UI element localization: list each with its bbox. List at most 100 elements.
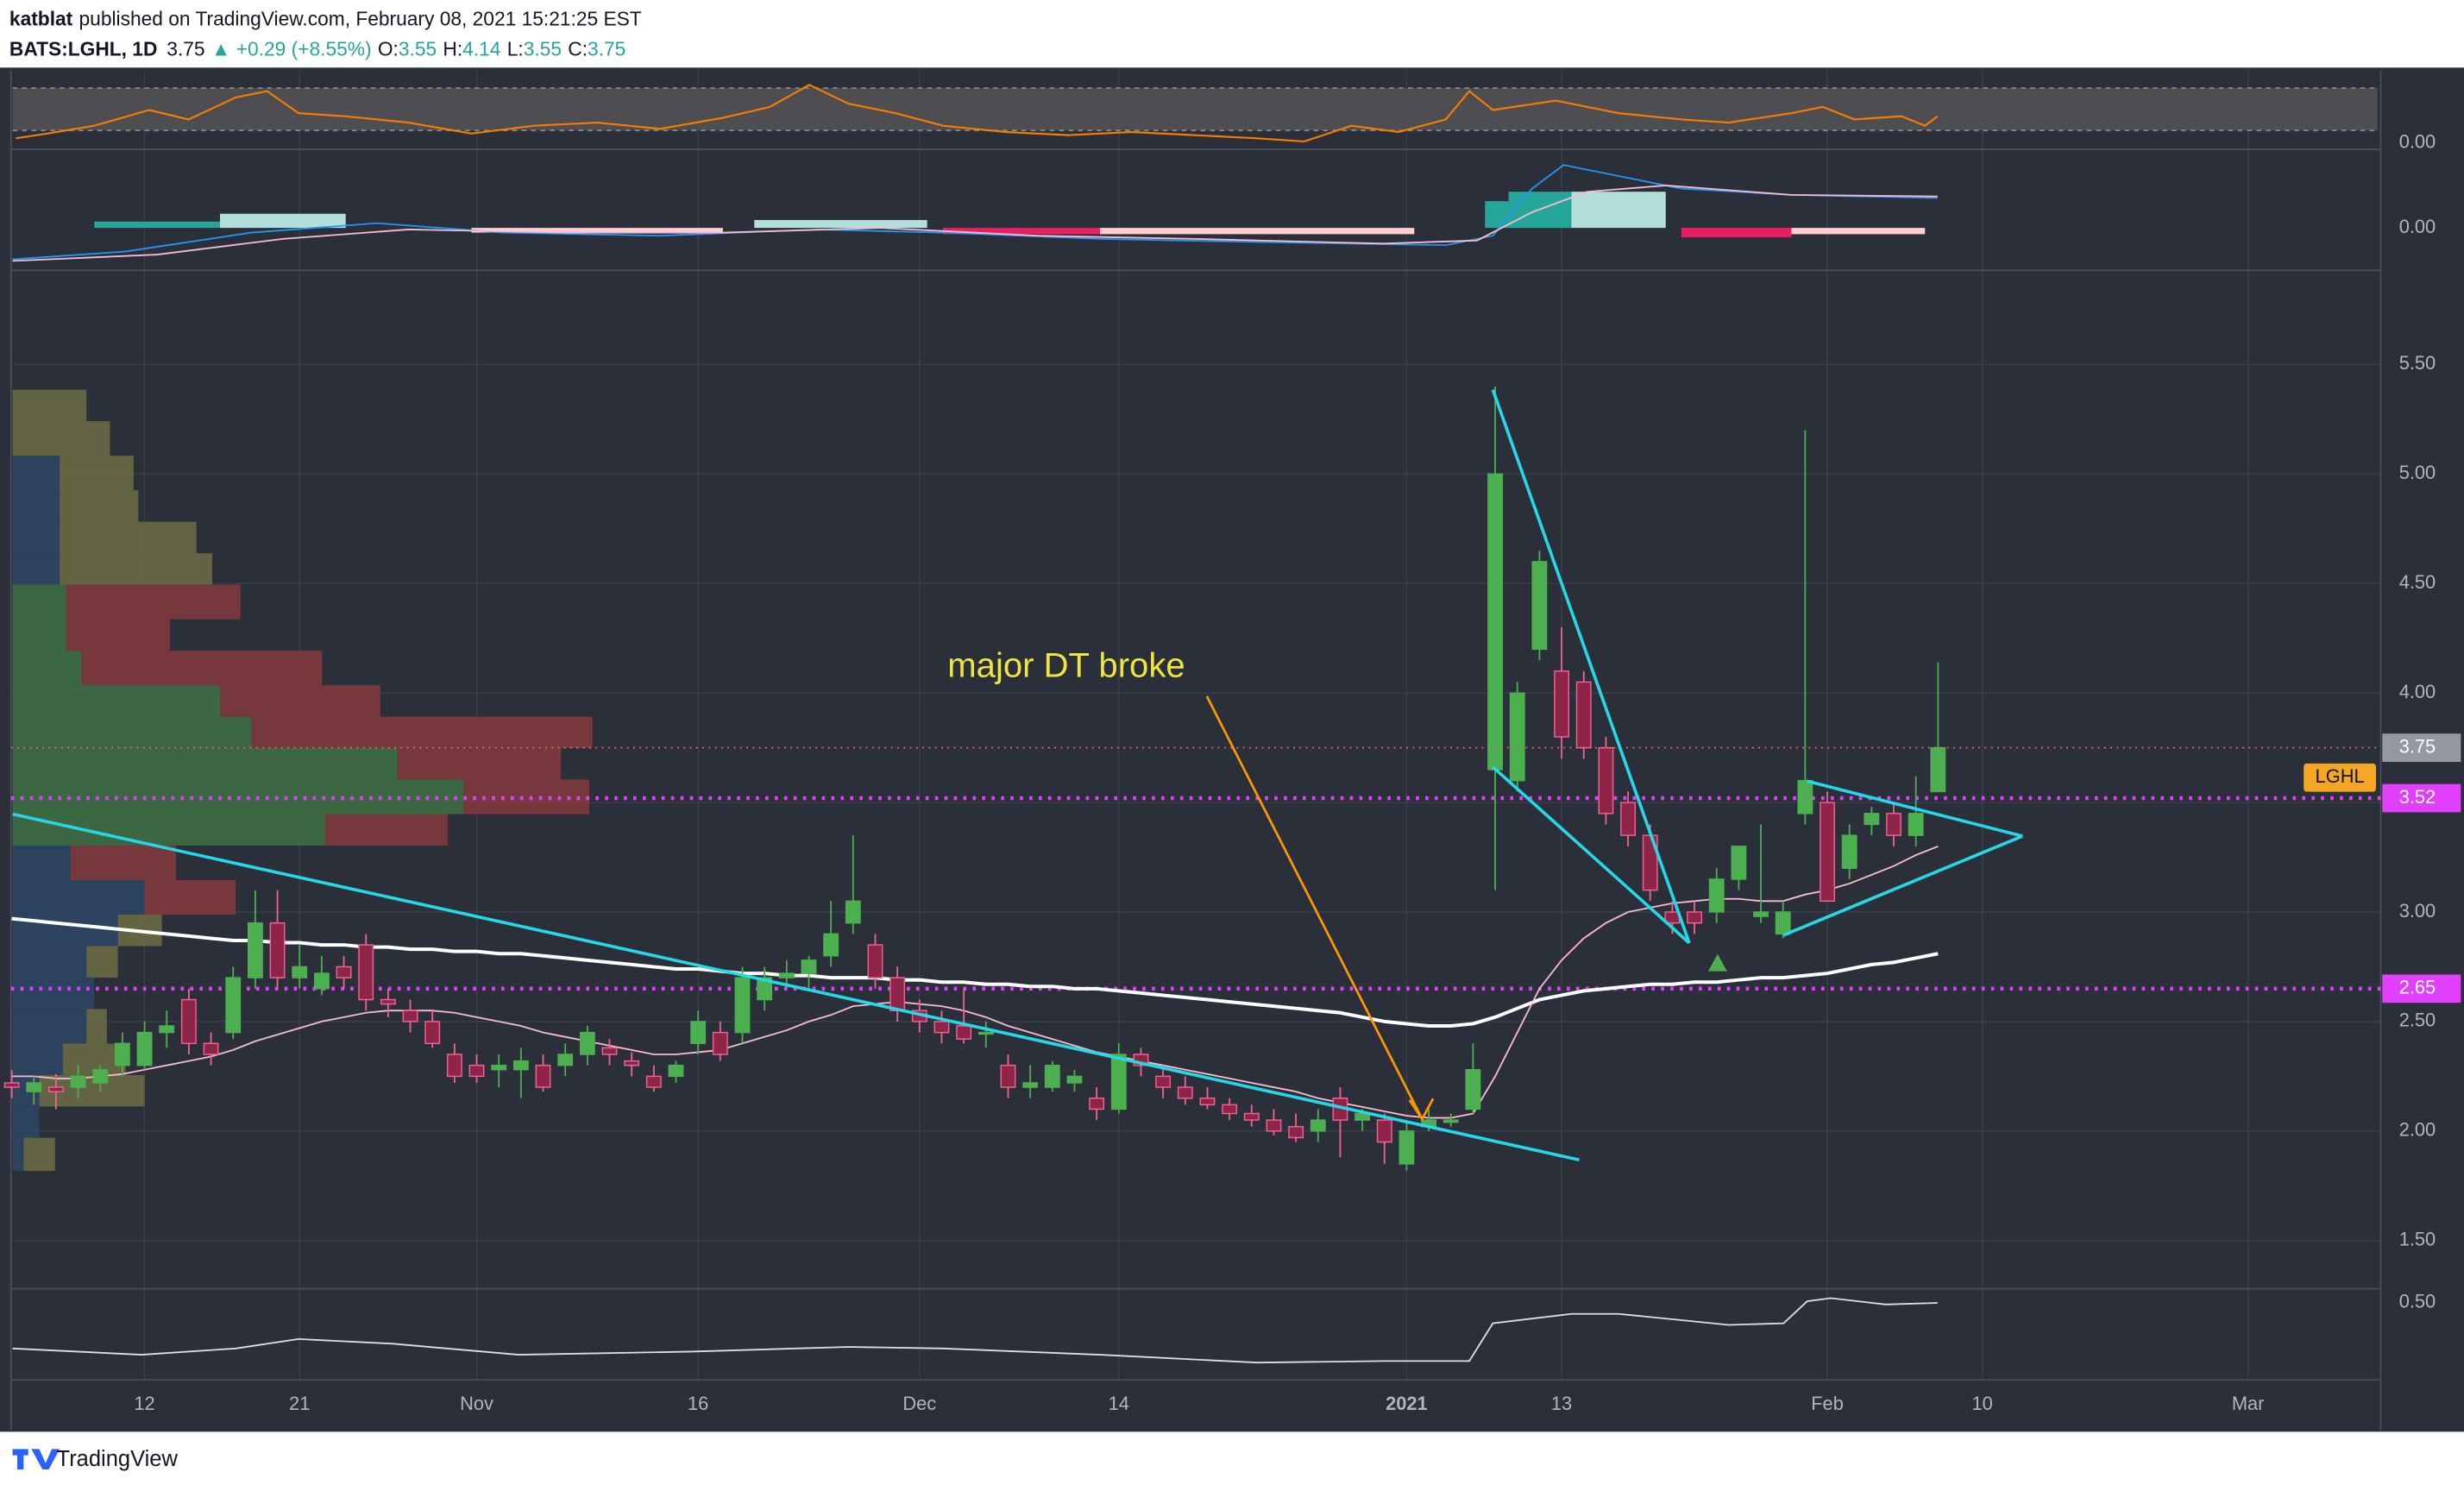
candle-body	[801, 959, 817, 974]
candle-body	[313, 972, 330, 990]
ohlc-value: 4.14	[462, 37, 500, 60]
histogram-bar	[94, 221, 221, 229]
profile-bar	[70, 845, 176, 881]
plot-area	[3, 386, 2381, 1171]
ohlc-label: O:	[378, 37, 399, 60]
candle-body	[1531, 561, 1548, 651]
logo	[12, 1449, 60, 1470]
candle-body	[867, 944, 883, 978]
histogram-bar	[1100, 228, 1415, 235]
x-tick-label: 21	[289, 1393, 310, 1414]
symbol-tag-label: LGHL	[2316, 765, 2365, 787]
y-tick-label: 4.50	[2399, 571, 2436, 593]
histogram-bar	[471, 228, 723, 233]
profile-bar	[86, 1009, 107, 1044]
candle-body	[380, 998, 396, 1005]
candle-body	[1487, 473, 1503, 771]
profile-bar	[60, 456, 134, 491]
candle-body	[668, 1064, 684, 1078]
candle-body	[1443, 1119, 1459, 1123]
candle-body	[601, 1047, 618, 1055]
symbol-line: BATS:LGHL, 1D 3.75 ▲ +0.29 (+8.55%) O:3.55 H…	[9, 37, 625, 60]
candle-body	[690, 1021, 707, 1045]
candle-body	[336, 966, 352, 978]
candle-body	[1820, 802, 1835, 903]
candle-body	[203, 1042, 219, 1055]
annotation-arrow	[1205, 695, 1424, 1120]
indicator-tick-label: 0.00	[2399, 216, 2436, 237]
candle-body	[1243, 1112, 1260, 1121]
profile-bar	[12, 553, 60, 585]
candle-body	[977, 1031, 994, 1035]
brand: TradingView	[57, 1447, 179, 1471]
candle-body	[114, 1042, 130, 1066]
histogram-bar	[1681, 228, 1792, 238]
trendline	[1492, 765, 1691, 945]
oscillator-line	[16, 84, 1939, 143]
profile-bar	[12, 389, 87, 422]
candle-body	[1554, 670, 1569, 738]
indicator-line	[12, 1297, 1938, 1364]
candle-body	[1841, 834, 1857, 869]
published: published on TradingView.com, February 0…	[79, 8, 642, 30]
candle-body	[1908, 813, 1924, 836]
y-tick-label: 2.00	[2399, 1119, 2436, 1141]
candle-body	[1797, 779, 1813, 815]
profile-bar	[12, 814, 326, 846]
symbol-tag	[2304, 763, 2376, 792]
candle-body	[1708, 878, 1725, 913]
x-tick-label: 16	[688, 1393, 708, 1414]
x-tick-label: 12	[134, 1393, 154, 1414]
candle-body	[468, 1064, 485, 1078]
y-tick-label: 4.00	[2399, 681, 2436, 702]
x-tick-label: Dec	[902, 1393, 936, 1414]
candle-body	[712, 1031, 728, 1055]
profile-bar	[60, 553, 212, 585]
candle-body	[823, 933, 839, 957]
brand-logo	[12, 1449, 60, 1470]
candle-body	[889, 977, 906, 1011]
signal-line	[12, 185, 1938, 262]
profile-bar	[66, 584, 241, 620]
candle-body	[70, 1075, 86, 1088]
histogram-bar	[942, 228, 1100, 235]
candle-body	[424, 1021, 441, 1045]
candle-body	[269, 922, 286, 978]
candle-body	[1687, 911, 1702, 924]
candle-body	[624, 1060, 640, 1066]
profile-bar	[144, 880, 236, 915]
profile-bar	[23, 1137, 55, 1171]
x-tick-label: Nov	[460, 1393, 493, 1414]
candle-body	[778, 972, 795, 978]
histogram-bar	[220, 213, 346, 229]
candle-body	[1022, 1082, 1039, 1088]
candle-body	[1620, 802, 1636, 836]
profile-bar	[12, 748, 398, 780]
candle-body	[757, 977, 773, 1001]
profile-bar	[12, 880, 145, 915]
profile-bar	[12, 619, 66, 651]
candle-body	[1376, 1119, 1392, 1143]
ohlc-value: 3.55	[399, 37, 437, 60]
candle-body	[1731, 846, 1747, 880]
profile-bar	[12, 456, 60, 554]
y-tick-label: 5.50	[2399, 352, 2436, 374]
price-tag	[2382, 974, 2461, 1003]
candle-body	[402, 1010, 418, 1022]
candle-body	[1222, 1104, 1238, 1115]
candle-body	[1775, 911, 1791, 935]
arrow-head	[1408, 1098, 1435, 1122]
candle-body	[933, 1021, 950, 1034]
x-tick-label: 14	[1109, 1393, 1129, 1414]
profile-bar	[12, 946, 87, 978]
candle-body	[1089, 1098, 1105, 1110]
profile-bar	[12, 716, 252, 749]
x-tick-label: Feb	[1811, 1393, 1844, 1414]
candle-body	[26, 1082, 42, 1092]
profile-bar	[60, 521, 197, 554]
histogram-bar	[1791, 228, 1926, 235]
candle-body	[1177, 1086, 1193, 1099]
y-tick-label: 3.00	[2399, 900, 2436, 922]
profile-bar	[12, 421, 110, 456]
profile-bar	[12, 584, 66, 620]
